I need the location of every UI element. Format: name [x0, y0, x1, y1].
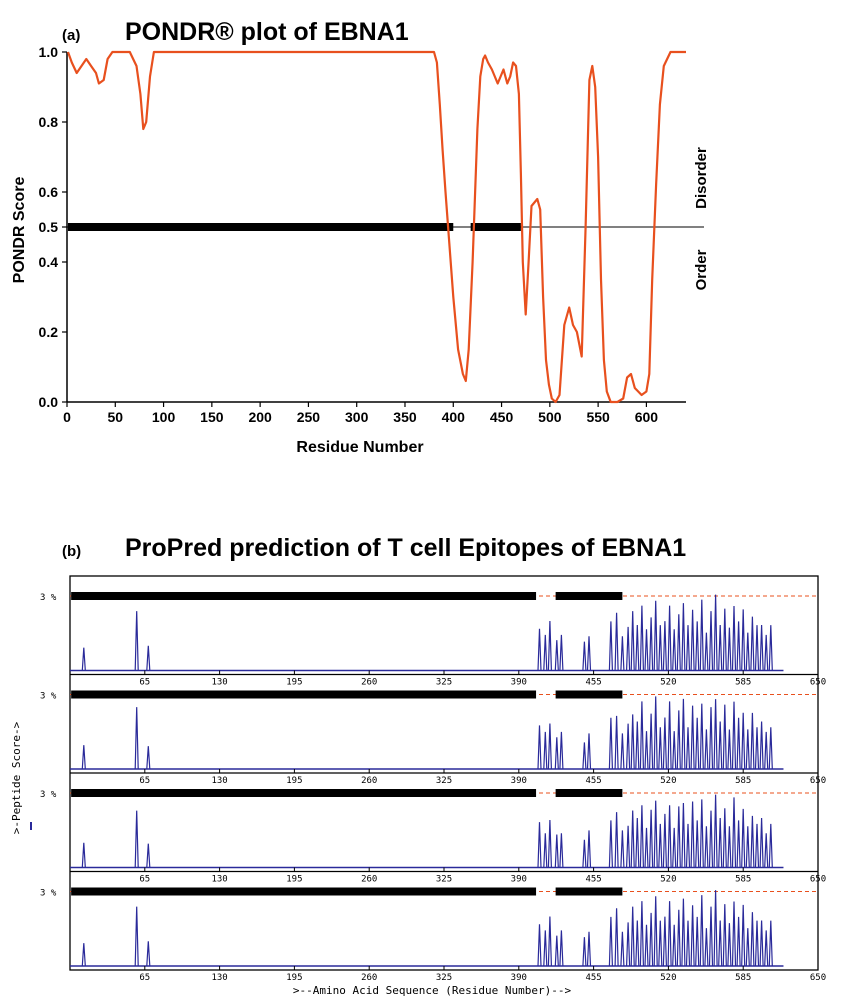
propred-x-tick-label: 325	[436, 973, 452, 983]
pondr-x-tick-label: 400	[442, 409, 466, 425]
propred-y-axis-label: >-Peptide Score->	[10, 721, 23, 834]
propred-x-tick-label: 325	[436, 875, 452, 885]
propred-x-tick-label: 65	[139, 973, 150, 983]
propred-x-tick-label: 260	[361, 973, 377, 983]
panel-a-title: PONDR® plot of EBNA1	[125, 18, 409, 46]
peptide-score-peaks	[81, 594, 773, 671]
propred-y-marker	[30, 822, 32, 830]
ordered-segment-bar	[71, 592, 537, 600]
disorder-label: Disorder	[693, 147, 710, 209]
pondr-y-axis-label: PONDR Score	[11, 177, 28, 284]
threshold-label: 3 %	[40, 790, 57, 800]
propred-x-tick-label: 520	[660, 973, 676, 983]
pondr-x-tick-label: 100	[152, 409, 176, 425]
pondr-y-tick-label: 0.8	[39, 114, 59, 130]
peptide-score-peaks	[81, 794, 773, 868]
pondr-x-tick-label: 500	[538, 409, 562, 425]
pondr-x-tick-label: 300	[345, 409, 369, 425]
pondr-x-tick-label: 350	[393, 409, 417, 425]
pondr-x-tick-label: 600	[635, 409, 659, 425]
pondr-y-tick-label: 0.6	[39, 184, 59, 200]
pondr-x-tick-label: 0	[63, 409, 71, 425]
pondr-y-tick-label: 1.0	[39, 44, 59, 60]
peptide-score-peaks	[81, 890, 773, 967]
propred-x-tick-label: 130	[211, 776, 227, 786]
propred-x-tick-label: 585	[735, 678, 751, 688]
propred-x-tick-label: 520	[660, 678, 676, 688]
propred-x-tick-label: 390	[511, 973, 527, 983]
propred-x-tick-label: 195	[286, 973, 302, 983]
propred-x-tick-label: 195	[286, 776, 302, 786]
propred-x-tick-label: 455	[585, 875, 601, 885]
propred-x-tick-label: 390	[511, 875, 527, 885]
pondr-x-tick-label: 150	[200, 409, 224, 425]
propred-x-axis-label: >--Amino Acid Sequence (Residue Number)-…	[293, 984, 572, 997]
pondr-score-line	[66, 50, 686, 404]
propred-x-tick-label: 585	[735, 776, 751, 786]
propred-x-tick-label: 585	[735, 973, 751, 983]
propred-x-tick-label: 130	[211, 678, 227, 688]
pondr-x-axis-label: Residue Number	[296, 439, 423, 456]
ordered-segment-bar	[555, 789, 623, 797]
propred-chart: (b) ProPred prediction of T cell Epitope…	[10, 534, 826, 997]
propred-x-tick-label: 455	[585, 678, 601, 688]
peptide-score-peaks	[81, 696, 773, 770]
propred-x-tick-label: 325	[436, 678, 452, 688]
pondr-x-tick-label: 200	[248, 409, 272, 425]
threshold-label: 3 %	[40, 692, 57, 702]
ordered-segment-bar	[555, 690, 623, 699]
propred-x-tick-label: 195	[286, 678, 302, 688]
propred-x-tick-label: 390	[511, 678, 527, 688]
pondr-y-tick-label: 0.0	[39, 394, 59, 410]
threshold-label: 3 %	[40, 889, 57, 899]
pondr-x-tick-label: 550	[586, 409, 610, 425]
pondr-x-tick-label: 450	[490, 409, 514, 425]
propred-x-tick-label: 455	[585, 973, 601, 983]
propred-x-tick-label: 130	[211, 973, 227, 983]
panel-b-letter: (b)	[62, 543, 81, 560]
propred-x-tick-label: 65	[139, 678, 150, 688]
propred-x-tick-label: 390	[511, 776, 527, 786]
ordered-segment-bar	[555, 887, 623, 896]
propred-x-tick-label: 65	[139, 776, 150, 786]
pondr-y-tick-label: 0.4	[39, 254, 59, 270]
ordered-segment-bar	[71, 690, 537, 699]
propred-x-tick-label: 455	[585, 776, 601, 786]
pondr-x-tick-label: 250	[297, 409, 321, 425]
propred-x-tick-label: 130	[211, 875, 227, 885]
ordered-segment-bar	[71, 789, 537, 797]
propred-x-tick-label: 520	[660, 875, 676, 885]
propred-x-tick-label: 650	[810, 973, 826, 983]
order-label: Order	[693, 249, 710, 290]
pondr-y-tick-label: 0.5	[39, 219, 59, 235]
propred-x-tick-label: 520	[660, 776, 676, 786]
propred-x-tick-label: 260	[361, 678, 377, 688]
ordered-segment-bar	[67, 223, 454, 231]
pondr-chart: (a) PONDR® plot of EBNA1 PONDR Score Res…	[11, 18, 710, 456]
propred-x-tick-label: 585	[735, 875, 751, 885]
propred-x-tick-label: 260	[361, 776, 377, 786]
propred-x-tick-label: 195	[286, 875, 302, 885]
propred-x-tick-label: 650	[810, 678, 826, 688]
propred-x-tick-label: 65	[139, 875, 150, 885]
pondr-y-tick-label: 0.2	[39, 324, 59, 340]
panel-b-title: ProPred prediction of T cell Epitopes of…	[125, 534, 686, 562]
pondr-x-tick-label: 50	[107, 409, 123, 425]
ordered-segment-bar	[71, 887, 537, 896]
propred-x-tick-label: 325	[436, 776, 452, 786]
propred-x-tick-label: 260	[361, 875, 377, 885]
ordered-segment-bar	[470, 223, 521, 231]
threshold-label: 3 %	[40, 593, 57, 603]
propred-x-tick-label: 650	[810, 776, 826, 786]
ordered-segment-bar	[555, 592, 623, 600]
propred-x-tick-label: 650	[810, 875, 826, 885]
panel-a-letter: (a)	[62, 27, 80, 44]
